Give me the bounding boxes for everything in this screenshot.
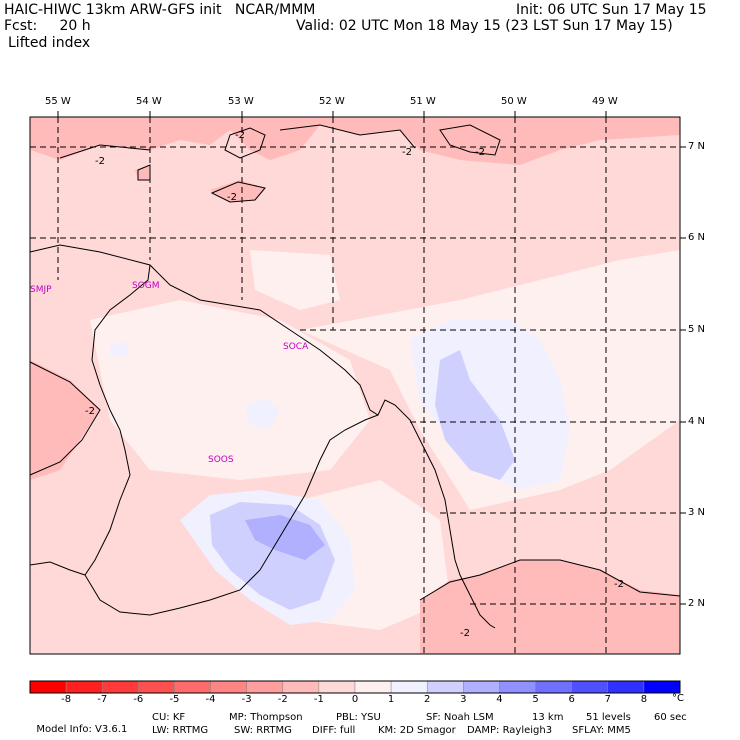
colorbar-tick-label: 8 [640, 694, 648, 705]
footer-line1: Model Info: V3.6.1 [30, 712, 127, 736]
colorbar-tick-label: -8 [61, 694, 72, 705]
lat-label: 7 N [688, 141, 706, 152]
colorbar-tick-label: 2 [424, 694, 431, 705]
contour-label: -2 [402, 147, 412, 158]
lat-lon-grid [30, 117, 680, 654]
colorbar-tick-label: -6 [133, 694, 144, 705]
field-name: Lifted index [8, 35, 91, 51]
colorbar-swatch [101, 680, 139, 694]
footer-pbl: PBL: YSU [336, 712, 381, 723]
valid-time: Valid: 02 UTC Mon 18 May 15 (23 LST Sun … [296, 18, 673, 34]
footer-damp: DAMP: Rayleigh3 [467, 725, 553, 736]
colorbar-swatch [282, 680, 320, 694]
contour-label: -2 [235, 130, 245, 141]
init-time: Init: 06 UTC Sun 17 May 15 [516, 2, 707, 18]
lat-label: 6 N [688, 232, 706, 243]
lon-label: 54 W [136, 96, 162, 107]
forecast-hour: Fcst: 20 h [4, 18, 91, 34]
station-sogm: SOGM [132, 281, 160, 291]
colorbar-swatch [318, 680, 356, 694]
colorbar-swatch [571, 680, 609, 694]
footer-diff: DIFF: full [312, 725, 356, 736]
contour-label: -2 [85, 406, 95, 417]
lon-label: 53 W [228, 96, 254, 107]
colorbar-tick-label: -5 [169, 694, 180, 705]
contour-labels: -2 -2 -2 -2 -2 -2 -2 -2 [85, 130, 624, 639]
footer-sf: SF: Noah LSM [426, 712, 494, 723]
footer-res: 13 km [532, 712, 564, 723]
colorbar-swatch [138, 680, 175, 694]
colorbar-swatch [463, 680, 500, 694]
footer-levels: 51 levels [586, 712, 631, 723]
footer-sflay: SFLAY: MM5 [572, 725, 631, 736]
contour-label: -2 [614, 579, 624, 590]
colorbar-tick-label: 3 [460, 694, 467, 705]
lon-label: 52 W [319, 96, 345, 107]
map-ticks [57, 111, 686, 605]
colorbar-swatch [210, 680, 247, 694]
colorbar-swatch [65, 680, 103, 694]
colorbar-swatch [174, 680, 211, 694]
lat-label: 2 N [688, 598, 706, 609]
colorbar-swatch [535, 680, 572, 694]
colorbar [29, 680, 681, 694]
footer-lw: LW: RRTMG [152, 725, 209, 736]
station-soca: SOCA [283, 342, 309, 352]
colorbar-swatch [426, 680, 464, 694]
forecast-label: Fcst: [4, 18, 38, 34]
colorbar-tick-label: -2 [277, 694, 288, 705]
colorbar-swatch [643, 680, 681, 694]
model-info: Model Info: V3.6.1 [36, 724, 128, 735]
lon-label: 49 W [592, 96, 618, 107]
station-smjp: SMJP [30, 285, 52, 295]
footer-mp: MP: Thompson [229, 712, 303, 723]
colorbar-swatch [354, 680, 392, 694]
model-title: HAIC-HIWC 13km ARW-GFS init NCAR/MMM [4, 2, 316, 18]
lon-label: 50 W [501, 96, 527, 107]
coastline-and-borders [29, 244, 496, 629]
contour-lines [29, 124, 681, 601]
footer-sw: SW: RRTMG [234, 725, 292, 736]
colorbar-swatch [246, 680, 284, 694]
colorbar-swatch [29, 680, 67, 694]
colorbar-unit: °C [672, 693, 684, 704]
colorbar-tick-label: 6 [568, 694, 575, 705]
colorbar-tick-label: 0 [351, 694, 359, 705]
colorbar-swatch [390, 680, 428, 694]
colorbar-tick-label: -3 [241, 694, 252, 705]
station-labels: SMJP SOGM SOCA SOOS [30, 281, 309, 465]
station-soos: SOOS [208, 455, 234, 465]
lat-label: 3 N [688, 507, 706, 518]
colorbar-tick-label: -7 [97, 694, 108, 705]
contour-label: -2 [460, 628, 470, 639]
footer-timestep: 60 sec [654, 712, 687, 723]
footer-cu: CU: KF [152, 712, 186, 723]
colorbar-tick-label: 7 [604, 694, 611, 705]
colorbar-tick-label: 5 [532, 694, 539, 705]
lon-label: 55 W [45, 96, 71, 107]
colorbar-frame [29, 680, 681, 694]
forecast-value: 20 h [59, 18, 91, 34]
contour-label: -2 [475, 147, 485, 158]
lifted-index-shading [30, 117, 680, 654]
colorbar-swatch [499, 680, 536, 694]
footer-km: KM: 2D Smagor [378, 725, 456, 736]
lat-label: 4 N [688, 416, 706, 427]
colorbar-swatch [607, 680, 645, 694]
lon-label: 51 W [410, 96, 436, 107]
colorbar-tick-label: -1 [313, 694, 324, 705]
contour-label: -2 [95, 156, 105, 167]
colorbar-tick-label: 4 [496, 694, 503, 705]
contour-label: -2 [227, 192, 237, 203]
colorbar-tick-label: -4 [205, 694, 216, 705]
colorbar-tick-label: 1 [387, 694, 395, 705]
map-frame [29, 116, 681, 655]
lat-label: 5 N [688, 324, 706, 335]
